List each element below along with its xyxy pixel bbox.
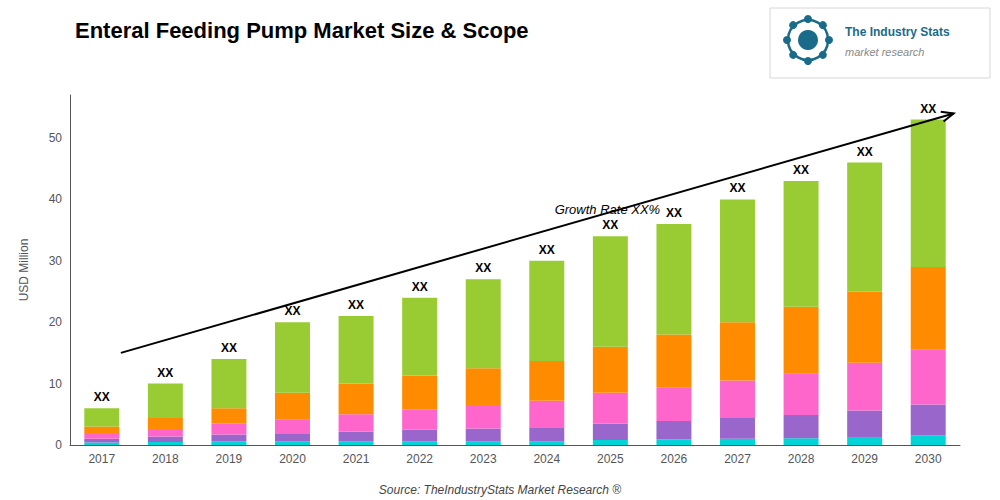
svg-text:XX: XX — [157, 366, 173, 380]
svg-text:USD Million: USD Million — [17, 239, 31, 302]
svg-text:20: 20 — [49, 315, 63, 329]
svg-text:40: 40 — [49, 192, 63, 206]
svg-text:0: 0 — [55, 438, 62, 452]
svg-text:2020: 2020 — [279, 452, 306, 466]
svg-text:market research: market research — [845, 46, 924, 58]
svg-text:Source: TheIndustryStats Marke: Source: TheIndustryStats Market Research… — [379, 483, 621, 497]
svg-text:2024: 2024 — [533, 452, 560, 466]
svg-text:XX: XX — [348, 298, 364, 312]
svg-text:XX: XX — [284, 304, 300, 318]
svg-text:2017: 2017 — [88, 452, 115, 466]
svg-text:2027: 2027 — [724, 452, 751, 466]
svg-text:XX: XX — [729, 181, 745, 195]
svg-text:2023: 2023 — [470, 452, 497, 466]
svg-text:50: 50 — [49, 131, 63, 145]
svg-text:2026: 2026 — [661, 452, 688, 466]
svg-text:XX: XX — [857, 145, 873, 159]
svg-text:2022: 2022 — [406, 452, 433, 466]
svg-text:XX: XX — [539, 243, 555, 257]
svg-text:XX: XX — [475, 261, 491, 275]
svg-text:2018: 2018 — [152, 452, 179, 466]
svg-text:30: 30 — [49, 254, 63, 268]
svg-text:XX: XX — [412, 280, 428, 294]
svg-text:2029: 2029 — [851, 452, 878, 466]
svg-text:XX: XX — [221, 341, 237, 355]
svg-text:Enteral Feeding Pump Market Si: Enteral Feeding Pump Market Size & Scope — [75, 18, 529, 43]
svg-text:2028: 2028 — [788, 452, 815, 466]
svg-text:Growth Rate XX%: Growth Rate XX% — [555, 202, 661, 217]
svg-text:XX: XX — [94, 390, 110, 404]
svg-text:2025: 2025 — [597, 452, 624, 466]
svg-text:2030: 2030 — [915, 452, 942, 466]
svg-text:10: 10 — [49, 377, 63, 391]
svg-text:XX: XX — [793, 163, 809, 177]
svg-text:XX: XX — [602, 218, 618, 232]
svg-text:2019: 2019 — [216, 452, 243, 466]
svg-text:The Industry Stats: The Industry Stats — [845, 25, 950, 39]
svg-text:XX: XX — [666, 206, 682, 220]
svg-text:XX: XX — [920, 102, 936, 116]
svg-text:2021: 2021 — [343, 452, 370, 466]
